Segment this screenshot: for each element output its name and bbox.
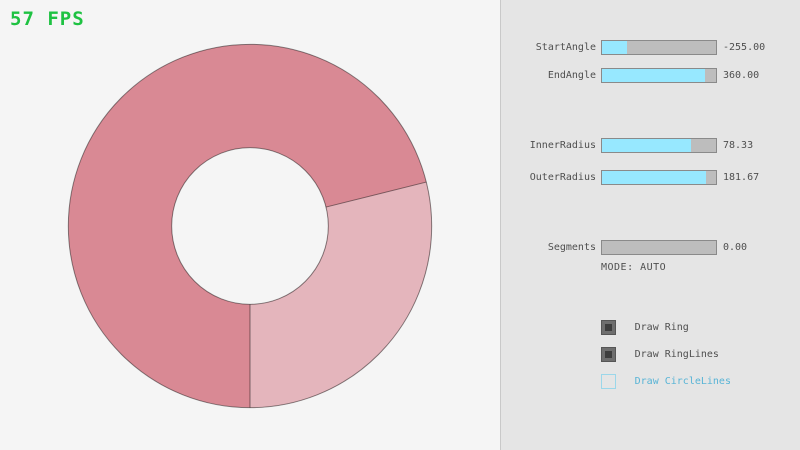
outerradius-slider[interactable]: [601, 170, 717, 185]
startangle-slider-fill: [602, 41, 627, 54]
segments-slider[interactable]: [601, 240, 717, 255]
segments-row: Segments 0.00: [501, 240, 800, 255]
ring-outline-inner: [171, 147, 329, 305]
ring-outline-outer: [67, 43, 433, 409]
startangle-slider[interactable]: [601, 40, 717, 55]
endangle-row: EndAngle 360.00: [501, 68, 800, 83]
startangle-row: StartAngle -255.00: [501, 40, 800, 55]
mode-auto-label: MODE: AUTO: [601, 262, 667, 273]
draw-ring-checkbox-label: Draw Ring: [634, 322, 689, 333]
endangle-value: 360.00: [723, 70, 760, 81]
innerradius-row: InnerRadius 78.33: [501, 138, 800, 153]
draw-circlelines-checkbox-label: Draw CircleLines: [634, 376, 731, 387]
draw-ring-checkbox-box[interactable]: [601, 320, 616, 335]
outerradius-label: OuterRadius: [529, 172, 596, 183]
endangle-label: EndAngle: [547, 70, 596, 81]
render-canvas: 57 FPS: [10, 8, 433, 409]
startangle-value: -255.00: [723, 42, 766, 53]
outerradius-row: OuterRadius 181.67: [501, 170, 800, 185]
segments-value: 0.00: [723, 242, 748, 253]
ring-light-segment: [250, 182, 432, 408]
draw-ringlines-checkbox[interactable]: Draw RingLines: [601, 347, 719, 363]
startangle-label: StartAngle: [535, 42, 596, 53]
draw-ringlines-checkbox-box[interactable]: [601, 347, 616, 362]
draw-circlelines-checkbox-box[interactable]: [601, 374, 616, 389]
innerradius-label: InnerRadius: [529, 140, 596, 151]
outerradius-value: 181.67: [723, 172, 760, 183]
draw-ring-checkbox[interactable]: Draw Ring: [601, 320, 689, 336]
ring-radial-line-start: [325, 181, 427, 208]
draw-circlelines-checkbox[interactable]: Draw CircleLines: [601, 374, 731, 390]
innerradius-value: 78.33: [723, 140, 754, 151]
ring-canvas: [67, 43, 433, 409]
innerradius-slider[interactable]: [601, 138, 717, 153]
innerradius-slider-fill: [602, 139, 692, 152]
segments-label: Segments: [547, 242, 596, 253]
endangle-slider-fill: [602, 69, 705, 82]
fps-counter: 57 FPS: [10, 8, 85, 30]
draw-ringlines-checkbox-label: Draw RingLines: [634, 349, 719, 360]
endangle-slider[interactable]: [601, 68, 717, 83]
controls-panel: StartAngle -255.00 EndAngle 360.00 Inner…: [500, 0, 800, 450]
outerradius-slider-fill: [602, 171, 706, 184]
